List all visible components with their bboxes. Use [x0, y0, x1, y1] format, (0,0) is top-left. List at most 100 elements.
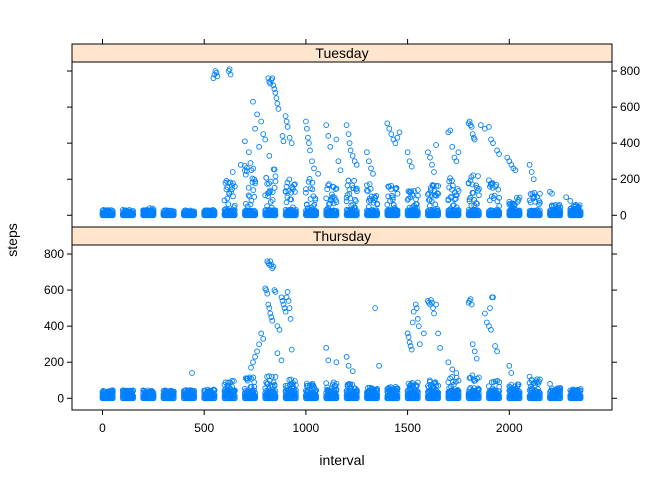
data-point [435, 390, 442, 396]
data-point [229, 169, 236, 175]
data-point [454, 386, 461, 393]
data-point [415, 192, 421, 199]
data-point [449, 366, 456, 373]
y-tick-label: 200 [44, 355, 64, 369]
data-point [354, 188, 360, 195]
data-point [130, 210, 136, 217]
data-point [309, 158, 315, 165]
data-point [304, 125, 310, 132]
panel-frame [71, 244, 613, 411]
data-point [455, 388, 462, 395]
strip-label: Tuesday [315, 45, 368, 61]
data-point [516, 210, 523, 216]
data-point [346, 186, 353, 193]
data-point [287, 316, 294, 322]
data-point [229, 378, 235, 384]
data-point [414, 201, 420, 207]
x-tick-label: 1500 [394, 421, 421, 435]
data-point [262, 136, 269, 143]
data-point [214, 73, 221, 80]
data-point [394, 386, 401, 392]
y-tick-label: 600 [44, 283, 64, 297]
data-point [577, 386, 584, 392]
data-point [394, 207, 401, 214]
data-point [252, 178, 259, 185]
data-point [248, 197, 255, 204]
data-point [275, 106, 282, 112]
data-point [283, 118, 290, 125]
data-point [267, 80, 274, 87]
data-point [333, 359, 340, 366]
data-point [345, 131, 352, 137]
data-point [453, 158, 460, 165]
data-point [374, 395, 381, 402]
data-point [389, 192, 395, 199]
data-point [474, 200, 480, 207]
data-point [252, 393, 259, 400]
data-point [392, 140, 399, 146]
data-point [354, 185, 360, 192]
data-point [567, 198, 574, 204]
data-point [447, 127, 454, 134]
data-point [343, 194, 350, 201]
data-point [426, 190, 432, 197]
data-point [191, 390, 198, 396]
data-point [412, 301, 419, 308]
data-point [211, 209, 218, 215]
data-point [409, 319, 416, 326]
data-point [487, 305, 493, 311]
data-point [426, 377, 433, 384]
data-point [408, 188, 415, 195]
y-tick-label: 800 [620, 64, 640, 78]
data-point [373, 211, 380, 218]
data-point [490, 195, 497, 202]
y-tick-label: 0 [620, 208, 627, 222]
data-point [256, 341, 262, 348]
data-point [476, 386, 482, 393]
data-point [374, 201, 381, 208]
data-point [272, 393, 279, 400]
data-point [446, 178, 453, 185]
data-point [415, 390, 421, 396]
data-point [530, 176, 537, 183]
data-point [333, 210, 340, 217]
data-point [333, 199, 340, 206]
data-point [387, 198, 393, 204]
data-point [437, 344, 443, 351]
data-point [292, 181, 298, 188]
data-point [270, 379, 277, 386]
data-point [286, 134, 293, 141]
data-point [390, 194, 396, 201]
data-point [352, 196, 358, 203]
x-axis: 0 500 1000 1500 2000 [99, 39, 523, 435]
data-point [293, 392, 299, 399]
data-point [370, 170, 376, 177]
data-point [547, 381, 553, 387]
data-point [280, 138, 287, 145]
data-point [508, 370, 515, 376]
data-point [468, 301, 475, 308]
data-point [516, 194, 523, 201]
data-point [435, 330, 441, 337]
data-point [279, 133, 286, 139]
data-point [211, 391, 218, 398]
data-point [537, 210, 543, 217]
data-point [432, 381, 439, 387]
data-point [549, 190, 555, 197]
data-point [476, 210, 482, 217]
data-point [225, 201, 232, 208]
data-point [557, 212, 564, 219]
data-point [372, 305, 378, 311]
data-point [150, 206, 157, 213]
data-point [333, 212, 340, 219]
data-point [333, 386, 340, 393]
data-point [349, 368, 356, 375]
data-point [251, 194, 258, 200]
data-point [394, 134, 401, 141]
data-point [388, 131, 395, 137]
data-point [557, 204, 564, 211]
data-point [345, 362, 352, 369]
data-point [293, 209, 299, 216]
data-point [292, 188, 298, 195]
x-tick-label: 1000 [293, 421, 320, 435]
